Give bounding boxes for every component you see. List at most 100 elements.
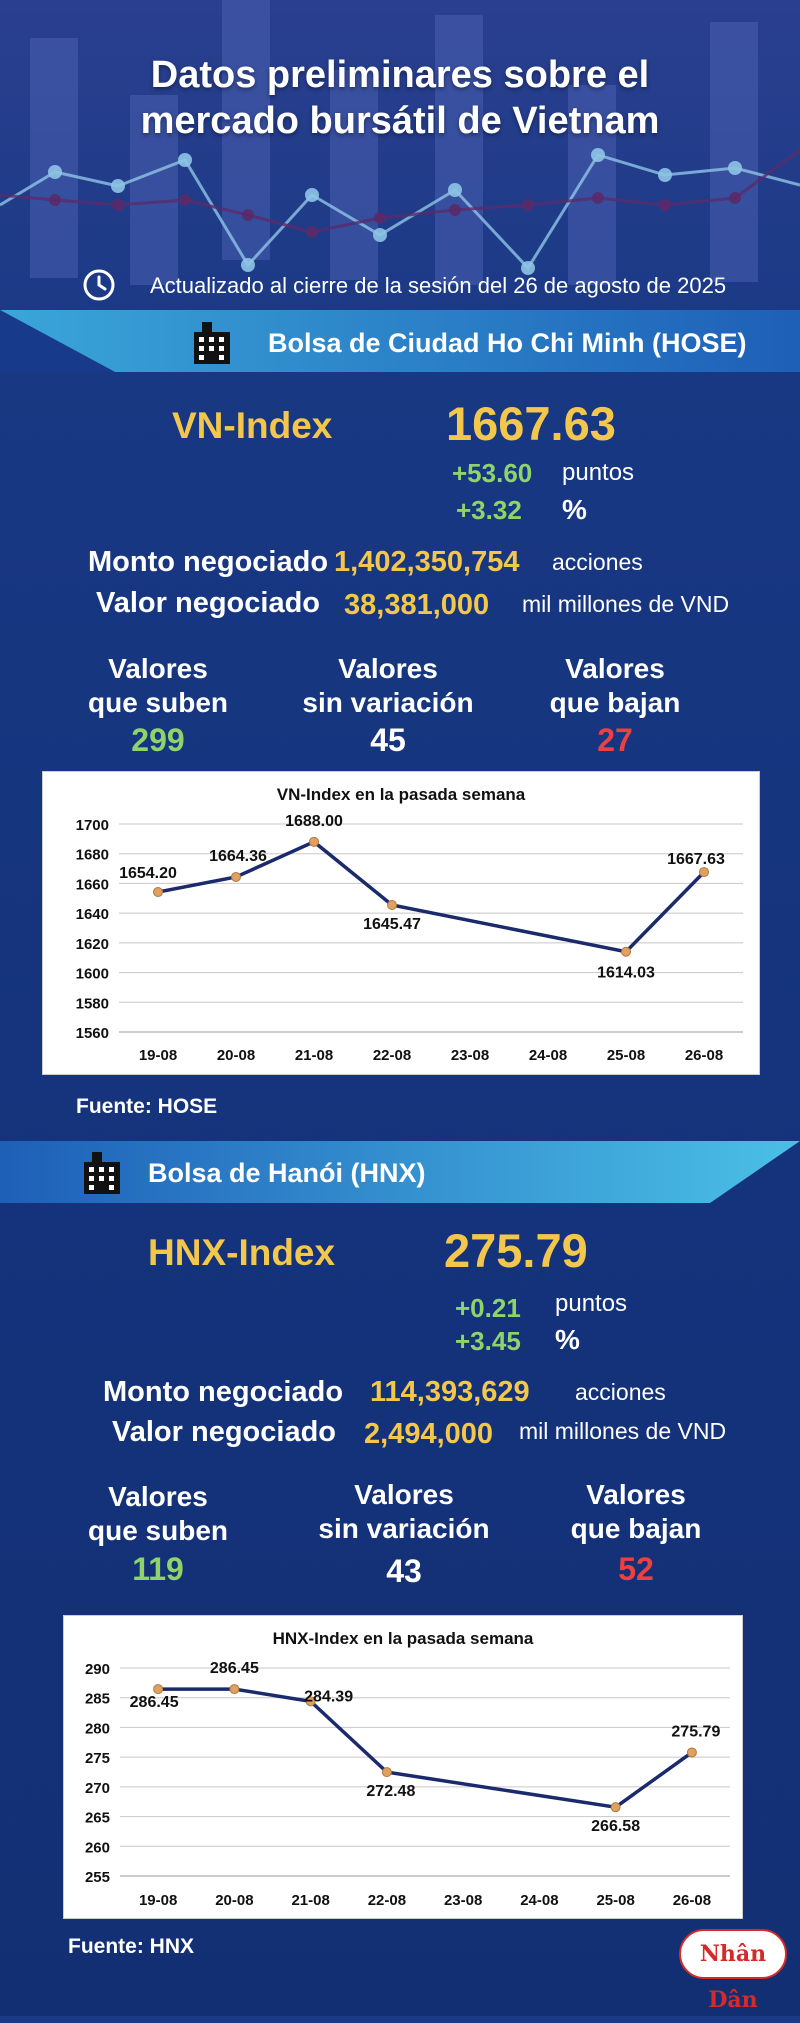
- data-point: [231, 871, 241, 882]
- vn-down-label: Valores que bajan: [515, 652, 715, 720]
- page-title-line1: Datos preliminares sobre el: [150, 54, 650, 96]
- vn-up-label-2: que suben: [87, 687, 228, 718]
- hnx-value-unit: mil millones de VND: [519, 1418, 727, 1444]
- vn-flat-count: 45: [370, 722, 406, 758]
- vn-value-unit: mil millones de VND: [522, 591, 730, 617]
- data-label: 1667.63: [667, 851, 725, 868]
- data-label: 286.45: [130, 1694, 179, 1711]
- vn-down-count: 27: [597, 722, 633, 758]
- x-tick-label: 22-08: [368, 1892, 406, 1909]
- data-label: 286.45: [210, 1660, 259, 1677]
- hnx-change-points: +0.21: [455, 1293, 521, 1323]
- data-label: 284.39: [304, 1688, 353, 1705]
- hnx-volume-unit: acciones: [575, 1379, 666, 1405]
- x-tick-label: 23-08: [444, 1892, 482, 1909]
- hnx-index-value: 275.79: [444, 1224, 588, 1277]
- hnx-index-name: HNX-Index: [148, 1232, 336, 1273]
- vn-index-chart-box: VN-Index en la pasada semana 1560 1580 1600…: [42, 771, 760, 1075]
- vn-up-label: Valores que suben: [58, 652, 258, 720]
- y-tick-label: 1580: [76, 995, 109, 1012]
- y-tick-label: 1600: [76, 966, 109, 983]
- y-tick-label: 1620: [76, 936, 109, 953]
- hnx-volume-value: 114,393,629: [370, 1376, 530, 1408]
- vn-volume-unit: acciones: [552, 549, 643, 575]
- vn-up-label-1: Valores: [108, 653, 208, 684]
- x-tick-label: 26-08: [673, 1892, 711, 1909]
- vn-value-label: Valor negociado: [96, 587, 320, 619]
- vn-change-pct: +3.32: [456, 495, 522, 525]
- y-tick-label: 260: [85, 1839, 110, 1856]
- vn-up-count: 299: [131, 722, 185, 758]
- series-line: [157, 839, 706, 954]
- nhan-dan-logo: Nhân Dân: [679, 1929, 787, 2013]
- x-tick-label: 24-08: [520, 1892, 558, 1909]
- series-line: [158, 1687, 693, 1810]
- vn-points-unit: puntos: [562, 459, 635, 486]
- y-tick-label: 1660: [76, 876, 109, 893]
- hnx-flat-label: Valores sin variación: [304, 1478, 504, 1546]
- hnx-up-label-2: que suben: [87, 1515, 228, 1546]
- x-tick-label: 25-08: [607, 1047, 645, 1064]
- hnx-flat-label-1: Valores: [354, 1479, 454, 1510]
- updated-timestamp: Actualizado al cierre de la sesión del 2…: [150, 273, 727, 298]
- hnx-banner-background: [0, 1141, 800, 1203]
- y-tick-label: 275: [85, 1750, 110, 1767]
- x-tick-label: 19-08: [139, 1047, 177, 1064]
- vn-change-points: +53.60: [452, 458, 533, 488]
- data-label: 266.58: [591, 1818, 640, 1835]
- data-point: [153, 1684, 164, 1695]
- vn-pct-unit: %: [562, 494, 587, 525]
- data-point: [621, 946, 631, 957]
- x-tick-label: 22-08: [373, 1047, 411, 1064]
- hnx-down-label: Valores que bajan: [536, 1478, 736, 1546]
- vn-value-value: 38,381,000: [344, 589, 490, 621]
- data-label: 1664.36: [209, 848, 267, 865]
- data-point: [305, 1696, 316, 1707]
- vn-flat-label-2: sin variación: [302, 687, 474, 718]
- data-label: 275.79: [671, 1723, 720, 1740]
- vn-flat-label-1: Valores: [338, 653, 438, 684]
- vn-down-label-1: Valores: [565, 653, 665, 684]
- hnx-index-chart-box: HNX-Index en la pasada semana 255 260 265 27…: [63, 1615, 743, 1919]
- hnx-banner-title: Bolsa de Hanói (HNX): [148, 1158, 426, 1188]
- hnx-up-label: Valores que suben: [58, 1480, 258, 1548]
- hose-banner-title: Bolsa de Ciudad Ho Chi Minh (HOSE): [268, 328, 747, 358]
- data-label: 1645.47: [363, 916, 421, 933]
- y-tick-label: 1700: [76, 817, 109, 834]
- y-tick-label: 290: [85, 1661, 110, 1678]
- x-tick-label: 24-08: [529, 1047, 567, 1064]
- y-tick-label: 1640: [76, 906, 109, 923]
- hnx-down-count: 52: [618, 1551, 654, 1587]
- hnx-up-count: 119: [132, 1551, 184, 1587]
- hnx-source: Fuente: HNX: [68, 1935, 194, 1958]
- vn-index-name: VN-Index: [172, 405, 333, 446]
- data-point: [153, 887, 163, 898]
- data-point: [309, 836, 319, 847]
- hnx-volume-label: Monto negociado: [103, 1376, 344, 1408]
- vn-index-value: 1667.63: [446, 397, 616, 450]
- vn-volume-value: 1,402,350,754: [334, 546, 520, 578]
- y-tick-label: 265: [85, 1810, 110, 1827]
- hnx-pct-unit: %: [555, 1324, 580, 1355]
- hnx-up-label-1: Valores: [108, 1481, 208, 1512]
- y-tick-label: 270: [85, 1780, 110, 1797]
- header-background: [0, 0, 800, 310]
- y-tick-label: 255: [85, 1869, 110, 1886]
- hnx-flat-label-2: sin variación: [318, 1513, 490, 1544]
- data-point: [686, 1747, 697, 1758]
- hnx-index-chart: HNX-Index en la pasada semana 255 260 265 27…: [85, 1629, 730, 1909]
- x-tick-label: 19-08: [139, 1892, 177, 1909]
- y-tick-label: 285: [85, 1691, 110, 1708]
- hnx-change-pct: +3.45: [455, 1326, 521, 1356]
- x-tick-label: 23-08: [451, 1047, 489, 1064]
- hose-source: Fuente: HOSE: [76, 1095, 218, 1118]
- hnx-flat-count: 43: [386, 1553, 422, 1589]
- y-tick-label: 1680: [76, 847, 109, 864]
- y-tick-label: 1560: [76, 1025, 109, 1042]
- data-point: [229, 1684, 240, 1695]
- vn-volume-label: Monto negociado: [88, 546, 329, 578]
- data-label: 272.48: [366, 1783, 415, 1800]
- page-title: Datos preliminares sobre el mercado burs…: [0, 52, 800, 144]
- x-tick-label: 20-08: [217, 1047, 255, 1064]
- hnx-value-label: Valor negociado: [112, 1416, 336, 1448]
